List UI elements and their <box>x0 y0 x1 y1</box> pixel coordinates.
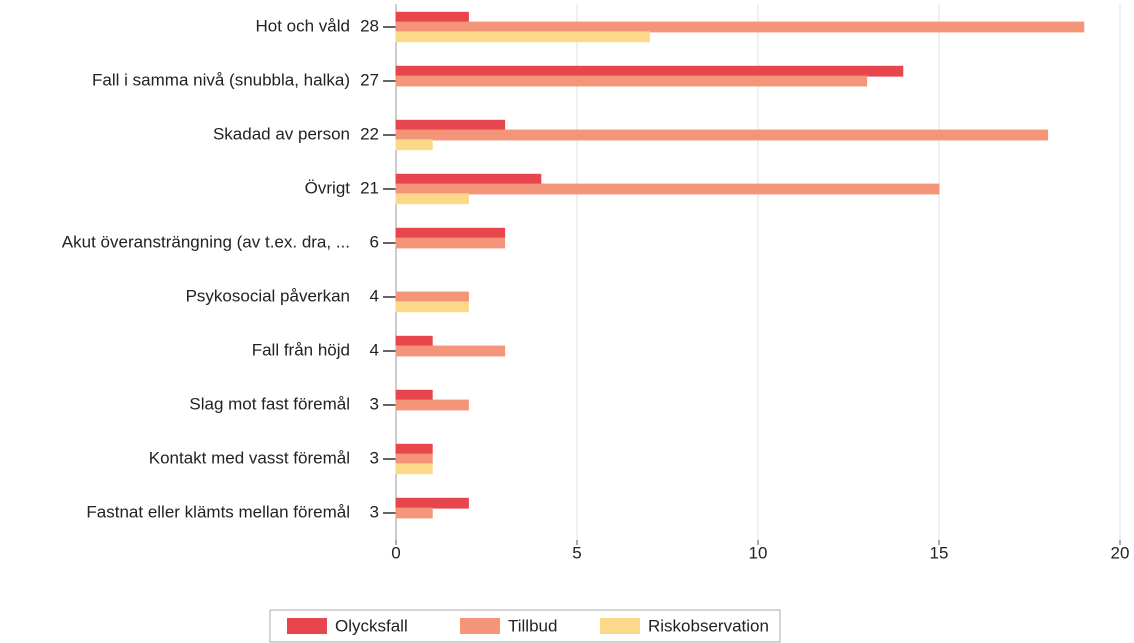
bar <box>395 507 433 519</box>
category-label: Akut överansträngning (av t.ex. dra, ... <box>62 232 350 251</box>
bar <box>395 399 469 411</box>
bar <box>395 453 433 465</box>
category-label: Fall i samma nivå (snubbla, halka) <box>92 70 350 89</box>
bar <box>395 497 469 509</box>
total-label: 3 <box>370 502 379 521</box>
bar <box>395 301 469 313</box>
bar <box>395 65 904 77</box>
legend-box <box>269 609 781 643</box>
category-label: Skadad av person <box>213 124 350 143</box>
bar <box>395 183 940 195</box>
bar <box>395 173 542 185</box>
x-tick-label: 0 <box>391 543 400 562</box>
category-label: Psykosocial påverkan <box>186 286 350 305</box>
category-label: Övrigt <box>305 178 351 197</box>
total-label: 28 <box>360 16 379 35</box>
bar <box>395 119 506 131</box>
legend-swatch <box>287 618 327 634</box>
bar <box>395 463 433 475</box>
category-label: Slag mot fast föremål <box>189 394 350 413</box>
bar <box>395 291 469 303</box>
legend-label: Tillbud <box>508 616 557 635</box>
legend-label: Riskobservation <box>648 616 769 635</box>
bar <box>395 237 506 249</box>
total-label: 4 <box>370 340 379 359</box>
bar <box>395 75 868 87</box>
bar <box>395 31 650 43</box>
category-label: Kontakt med vasst föremål <box>149 448 350 467</box>
bar <box>395 227 506 239</box>
bar <box>395 345 506 357</box>
total-label: 3 <box>370 448 379 467</box>
bar <box>395 443 433 455</box>
legend-swatch <box>600 618 640 634</box>
category-label: Fall från höjd <box>252 340 350 359</box>
total-label: 6 <box>370 232 379 251</box>
total-label: 4 <box>370 286 379 305</box>
x-tick-label: 20 <box>1111 543 1130 562</box>
total-label: 22 <box>360 124 379 143</box>
legend-label: Olycksfall <box>335 616 408 635</box>
x-tick-label: 15 <box>930 543 949 562</box>
total-label: 3 <box>370 394 379 413</box>
bar <box>395 139 433 151</box>
bar <box>395 11 469 23</box>
category-label: Hot och våld <box>256 16 351 35</box>
x-tick-label: 10 <box>749 543 768 562</box>
bar <box>395 129 1049 141</box>
bar <box>395 389 433 401</box>
x-tick-label: 5 <box>572 543 581 562</box>
bar <box>395 21 1085 33</box>
category-label: Fastnat eller klämts mellan föremål <box>86 502 350 521</box>
total-label: 21 <box>360 178 379 197</box>
legend-swatch <box>460 618 500 634</box>
bar <box>395 193 469 205</box>
bar <box>395 335 433 347</box>
total-label: 27 <box>360 70 379 89</box>
